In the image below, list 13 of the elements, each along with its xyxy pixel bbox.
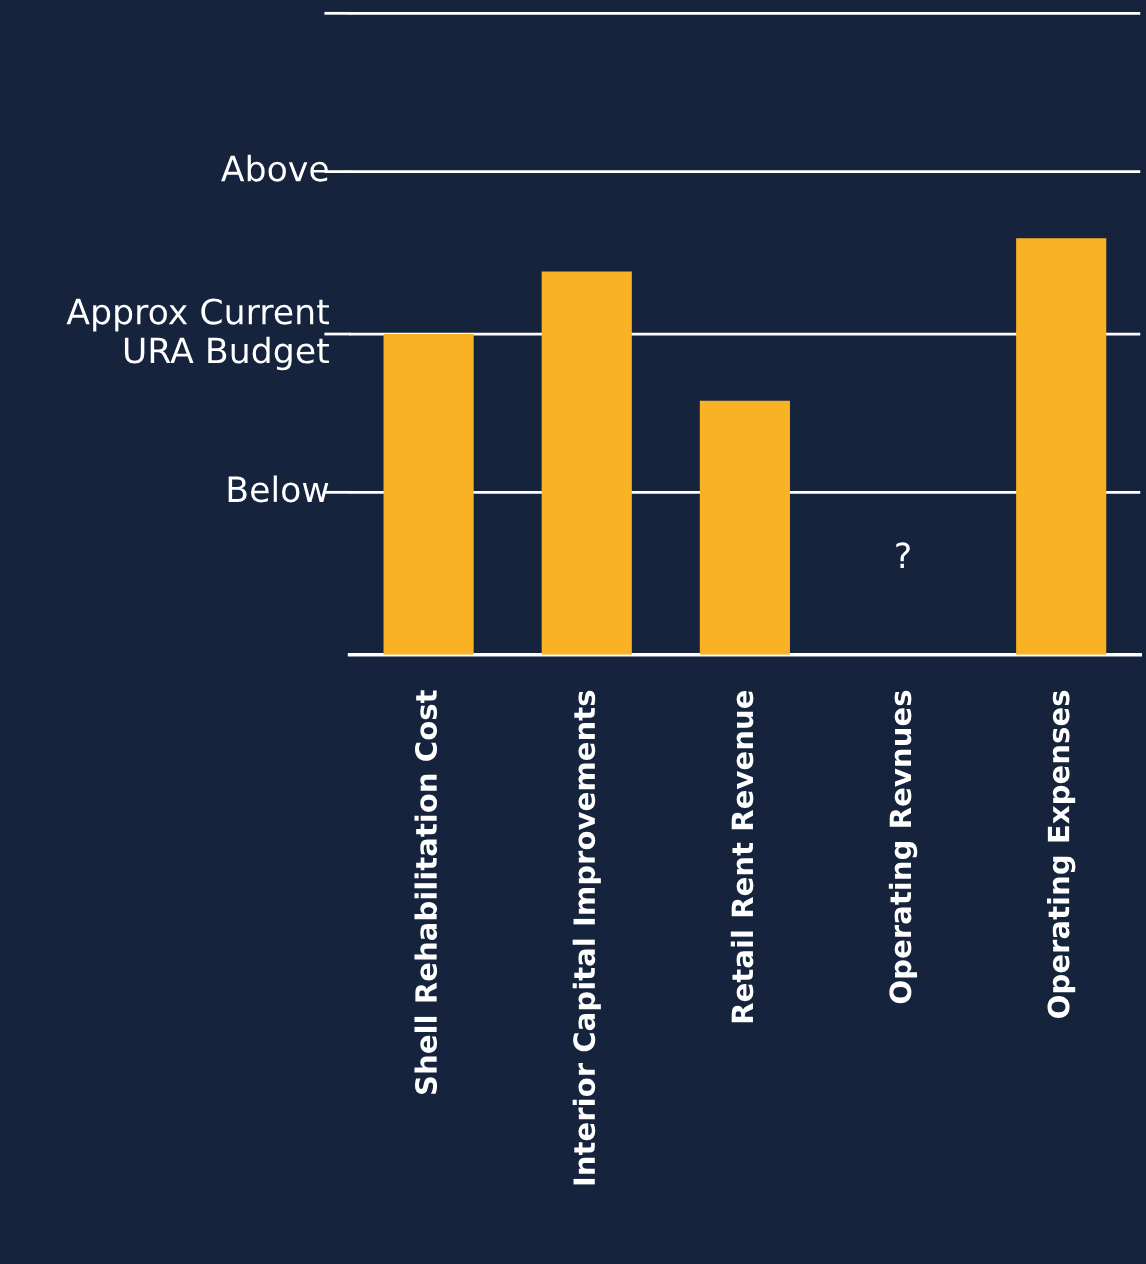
- bar: [383, 334, 474, 655]
- annotation: ?: [896, 542, 910, 569]
- bar: [1016, 238, 1107, 655]
- ref-line-label: Below: [228, 475, 329, 503]
- ref-line-label: Above: [221, 154, 328, 182]
- x-tick-label: Interior Capital Improvements: [572, 690, 601, 1185]
- x-tick-label: Retail Rent Revenue: [730, 690, 754, 1023]
- x-tick-label: Operating Revnues: [888, 690, 918, 1004]
- x-tick-label: Shell Rehabilitation Cost: [414, 690, 438, 1094]
- bar: [699, 400, 790, 655]
- ref-line-label: Approx Current URA Budget: [66, 298, 329, 371]
- x-tick-label: Operating Expenses: [1046, 690, 1076, 1018]
- bar: [541, 271, 632, 655]
